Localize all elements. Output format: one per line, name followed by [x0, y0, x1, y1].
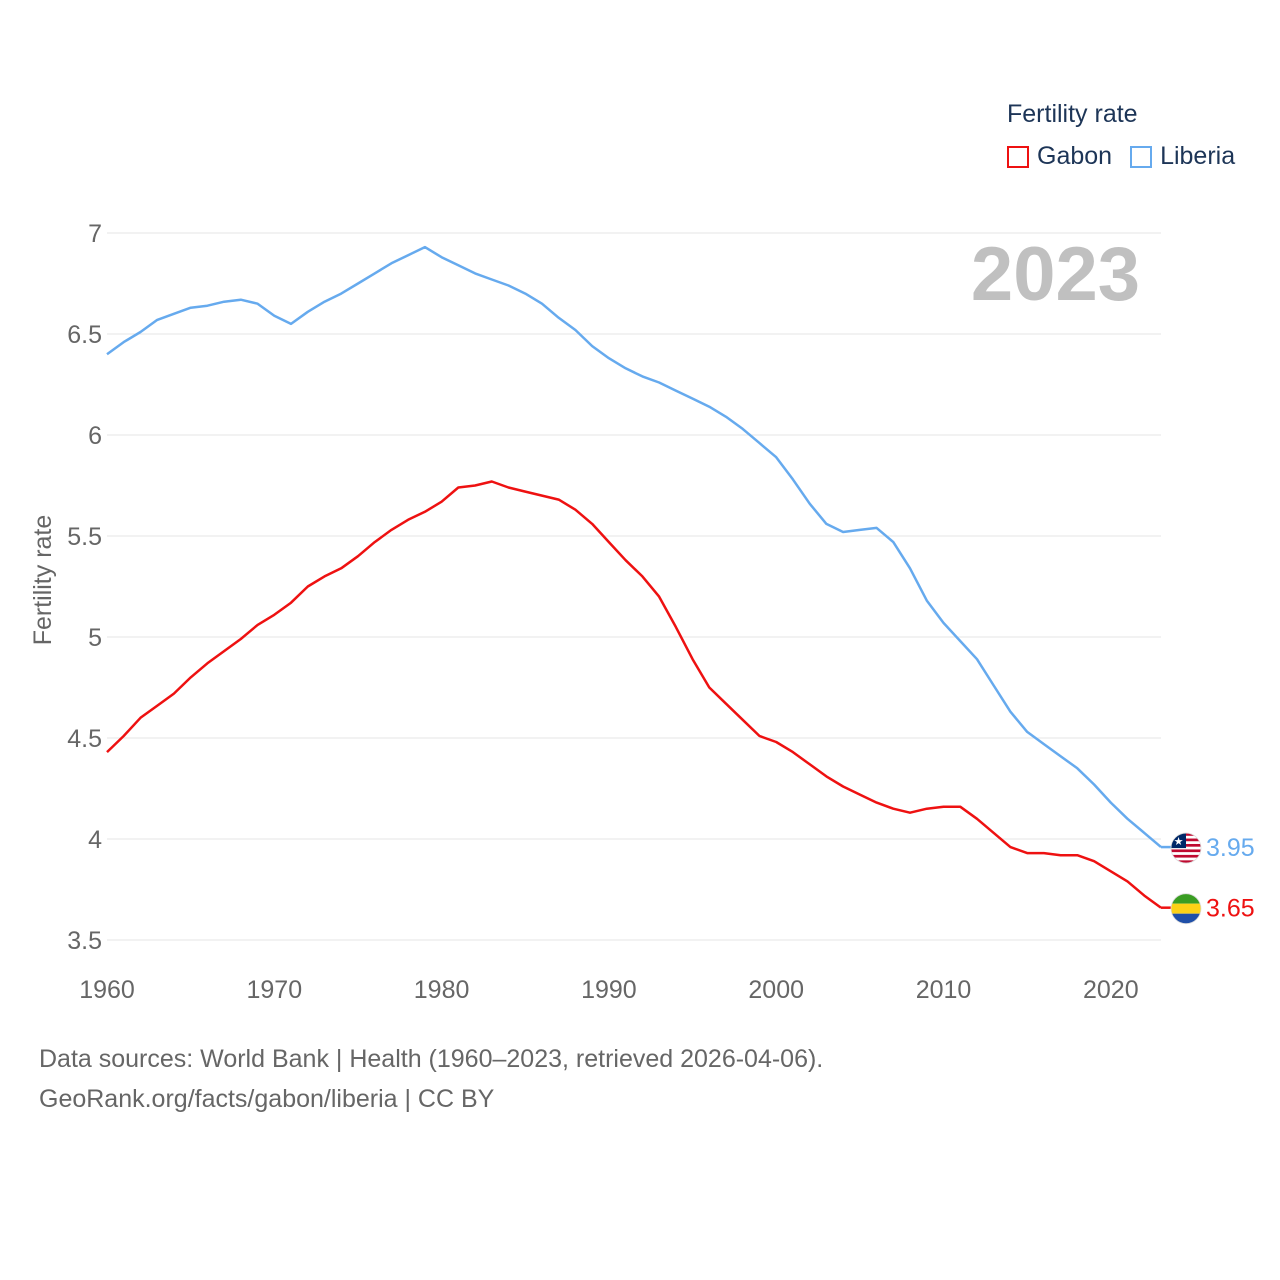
legend-title: Fertility rate: [1007, 100, 1138, 128]
y-tick-label: 5: [88, 624, 102, 652]
x-tick-label: 2020: [1083, 976, 1139, 1004]
x-tick-label: 1960: [79, 976, 135, 1004]
end-value-label-gabon: 3.65: [1206, 895, 1255, 923]
y-tick-label: 3.5: [67, 927, 102, 955]
y-tick-label: 6.5: [67, 321, 102, 349]
series-lines: [106, 245, 1162, 909]
legend-label-gabon: Gabon: [1037, 142, 1113, 170]
x-tick-label: 1980: [414, 976, 470, 1004]
x-tick-label: 1970: [246, 976, 302, 1004]
x-tick-label: 1990: [581, 976, 637, 1004]
y-tick-label: 5.5: [67, 523, 102, 551]
series-line-liberia: [106, 245, 1162, 849]
legend-swatch-gabon: [1007, 145, 1029, 168]
legend-item-liberia[interactable]: Liberia: [1130, 142, 1235, 171]
end-markers: 3.65 ★ 3.95: [1161, 832, 1255, 925]
y-tick-label: 4: [88, 826, 102, 854]
legend-item-gabon[interactable]: Gabon: [1007, 142, 1112, 171]
footer-credit[interactable]: GeoRank.org/facts/gabon/liberia | CC BY: [39, 1085, 495, 1113]
x-tick-label: 2010: [916, 976, 972, 1004]
end-value-label-liberia: 3.95: [1206, 834, 1255, 862]
footer-sources: Data sources: World Bank | Health (1960–…: [39, 1045, 824, 1073]
legend: Gabon Liberia: [1007, 142, 1253, 171]
y-tick-label: 7: [88, 220, 102, 248]
y-tick-labels: 3.5 4 4.5 5 5.5 6 6.5 7: [67, 220, 102, 955]
liberia-flag-icon: ★: [1170, 832, 1202, 864]
legend-label-liberia: Liberia: [1160, 142, 1236, 170]
series-line-gabon: [106, 480, 1162, 909]
gabon-flag-icon: [1170, 893, 1202, 925]
x-tick-labels: 1960 1970 1980 1990 2000 2010 2020: [79, 976, 1138, 1004]
x-tick-label: 2000: [748, 976, 804, 1004]
y-axis-label: Fertility rate: [29, 515, 57, 646]
legend-swatch-liberia: [1130, 145, 1153, 168]
y-tick-label: 6: [88, 422, 102, 450]
svg-text:★: ★: [1174, 835, 1184, 848]
y-tick-label: 4.5: [67, 725, 102, 753]
grid-lines: [107, 232, 1161, 941]
year-label: 2023: [971, 232, 1140, 317]
